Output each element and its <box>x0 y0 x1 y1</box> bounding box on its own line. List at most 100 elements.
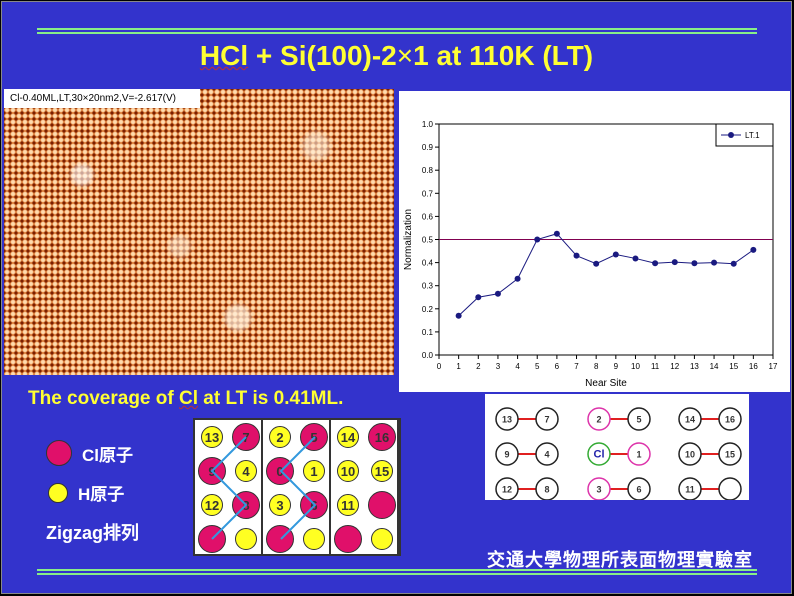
x-tick-label: 8 <box>594 362 599 371</box>
h-atom <box>235 528 257 550</box>
site-circle <box>678 442 702 466</box>
data-point <box>632 255 639 262</box>
site-label: 1 <box>636 450 641 460</box>
site-circle <box>587 442 611 466</box>
site-label: 10 <box>685 450 695 460</box>
h-atom: 12 <box>201 494 223 516</box>
site-label: 13 <box>502 415 512 425</box>
pair-diagram: 13 7 2 5 14 16 9 4 Cl 1 10 15 12 8 3 6 11 <box>485 394 749 500</box>
cl-atom: 16 <box>368 423 396 451</box>
h-atom <box>371 528 393 550</box>
h-atom: 1 <box>303 460 325 482</box>
site-label: 5 <box>636 415 641 425</box>
h-atom <box>303 528 325 550</box>
series-line <box>458 233 754 317</box>
x-tick-label: 15 <box>729 362 738 371</box>
legend-box <box>715 123 774 147</box>
cl-atom: 7 <box>232 423 260 451</box>
x-tick-label: 6 <box>555 362 560 371</box>
cl-atom: 9 <box>198 457 226 485</box>
h-atom-icon <box>48 482 68 503</box>
data-point <box>652 260 659 267</box>
site-circle <box>627 442 651 466</box>
x-tick-label: 5 <box>535 362 540 371</box>
site-circle <box>678 477 702 500</box>
top-rule <box>37 28 757 34</box>
site-label: 4 <box>544 450 549 460</box>
data-point <box>711 259 718 266</box>
site-circle <box>718 477 742 500</box>
site-label: 2 <box>596 415 601 425</box>
h-atom: 2 <box>269 426 291 448</box>
legend-marker <box>728 132 734 138</box>
data-point <box>691 260 698 267</box>
coverage-text: The coverage of Cl at LT is 0.41ML. <box>28 388 344 409</box>
y-tick-label: 0.1 <box>422 328 434 337</box>
site-circle <box>495 407 519 431</box>
data-point <box>553 230 560 237</box>
zigzag-label: Zigzag排列 <box>46 523 139 543</box>
data-point <box>455 312 462 319</box>
site-circle <box>535 477 559 500</box>
y-tick-label: 0.4 <box>422 259 434 268</box>
cl-atom: 6 <box>300 491 328 519</box>
site-label: 11 <box>685 485 695 495</box>
cl-atom <box>266 525 294 553</box>
y-tick-label: 0.7 <box>422 189 434 198</box>
site-circle <box>535 407 559 431</box>
x-tick-label: 13 <box>690 362 699 371</box>
data-point <box>671 259 678 266</box>
data-point <box>750 246 757 253</box>
x-tick-label: 2 <box>476 362 481 371</box>
cl-atom-icon <box>46 440 72 466</box>
h-atom: 14 <box>337 426 359 448</box>
site-label: 9 <box>504 450 509 460</box>
h-atom: 11 <box>337 494 359 516</box>
cl-atom <box>368 491 396 519</box>
site-circle <box>535 442 559 466</box>
h-atom: 13 <box>201 426 223 448</box>
site-label: 14 <box>685 415 695 425</box>
y-tick-label: 0.2 <box>422 305 434 314</box>
x-tick-label: 16 <box>749 362 758 371</box>
cl-atom <box>334 525 362 553</box>
chart: 0 1 2 3 4 5 6 7 8 9 10 11 12 13 14 15 16 170.00.10.20.30.… <box>399 91 790 392</box>
y-tick-label: 0.6 <box>422 212 434 221</box>
lattice-column: 13 7 9 4 12 8 <box>195 420 263 554</box>
site-circle <box>627 477 651 500</box>
legend-h: H原子 <box>48 480 124 505</box>
x-tick-label: 4 <box>515 362 520 371</box>
site-label: 6 <box>636 485 641 495</box>
site-circle <box>678 407 702 431</box>
stm-image <box>4 89 394 375</box>
h-atom: 10 <box>337 460 359 482</box>
x-tick-label: 3 <box>496 362 501 371</box>
site-label: 15 <box>725 450 735 460</box>
lattice-column: 14 16 10 15 11 <box>331 420 399 554</box>
data-point <box>730 260 737 267</box>
y-tick-label: 0.3 <box>422 282 434 291</box>
bottom-rule <box>37 569 757 575</box>
y-tick-label: 0.0 <box>422 351 434 360</box>
x-axis-label: Near Site <box>585 378 627 389</box>
footer-lab-name: 交通大學物理所表面物理實驗室 <box>487 550 753 571</box>
x-tick-label: 11 <box>651 362 660 371</box>
data-point <box>573 252 580 259</box>
legend-label: LT.1 <box>745 131 760 140</box>
stm-label: Cl-0.40ML,LT,30×20nm2,V=-2.617(V) <box>4 89 200 108</box>
site-label: 3 <box>596 485 601 495</box>
site-circle <box>718 442 742 466</box>
site-circle <box>495 477 519 500</box>
y-tick-label: 0.8 <box>422 166 434 175</box>
data-point <box>494 290 501 297</box>
data-point <box>514 275 521 282</box>
h-atom: 4 <box>235 460 257 482</box>
cl-atom: 8 <box>232 491 260 519</box>
x-tick-label: 12 <box>670 362 679 371</box>
x-tick-label: 1 <box>456 362 461 371</box>
y-tick-label: 0.5 <box>422 236 434 245</box>
site-circle <box>718 407 742 431</box>
y-tick-label: 0.9 <box>422 143 434 152</box>
